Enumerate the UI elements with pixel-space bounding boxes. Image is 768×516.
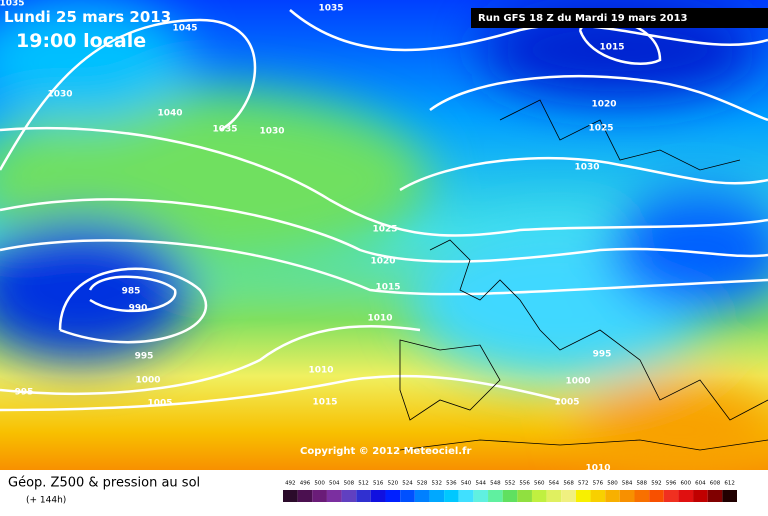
- isobar-label: 985: [122, 287, 141, 297]
- legend-subtitle: (+ 144h): [26, 496, 66, 506]
- scale-swatch: [370, 490, 386, 502]
- scale-swatch: [502, 490, 518, 502]
- scale-label: 516: [373, 481, 384, 487]
- isobar-label: 1045: [172, 24, 197, 34]
- scale-label: 524: [402, 481, 413, 487]
- copyright: Copyright © 2012 Meteociel.fr: [300, 446, 471, 457]
- scale-label: 520: [388, 481, 399, 487]
- scale-label: 512: [358, 481, 369, 487]
- scale-label: 536: [446, 481, 457, 487]
- scale-label: 576: [593, 481, 604, 487]
- scale-swatch: [297, 490, 313, 502]
- scale-label: 496: [300, 481, 311, 487]
- map-area: [0, 0, 768, 470]
- isobar-label: 1000: [565, 377, 590, 387]
- isobar-label: 1010: [585, 464, 610, 474]
- scale-label: 544: [475, 481, 486, 487]
- scale-label: 584: [622, 481, 633, 487]
- isobar-label: 1015: [312, 398, 337, 408]
- scale-swatch: [575, 490, 591, 502]
- isobar-label: 1035: [0, 0, 25, 9]
- scale-label: 596: [666, 481, 677, 487]
- scale-swatch: [326, 490, 342, 502]
- scale-label: 548: [490, 481, 501, 487]
- scale-label: 608: [710, 481, 721, 487]
- scale-label: 568: [563, 481, 574, 487]
- scale-label: 580: [607, 481, 618, 487]
- isobar-label: 1035: [318, 4, 343, 14]
- scale-swatch: [385, 490, 401, 502]
- isobar-label: 1030: [574, 163, 599, 173]
- scale-swatch: [663, 490, 679, 502]
- scale-swatch: [605, 490, 620, 502]
- scale-label: 604: [695, 481, 706, 487]
- scale-label: 528: [417, 481, 428, 487]
- scale-swatch: [619, 490, 635, 502]
- scale-swatch: [561, 490, 576, 502]
- scale-label: 592: [651, 481, 662, 487]
- isobars: [0, 9, 768, 412]
- scale-swatch: [356, 490, 371, 502]
- isobar-label: 1010: [367, 314, 392, 324]
- isobar-label: 1005: [147, 399, 172, 409]
- scale-label: 540: [461, 481, 472, 487]
- scale-swatch: [283, 490, 298, 502]
- coastlines: [399, 99, 768, 451]
- scale-swatch: [444, 490, 459, 502]
- scale-swatch: [678, 490, 694, 502]
- isobar-label: 1005: [554, 398, 579, 408]
- scale-label: 556: [519, 481, 530, 487]
- date: Lundi 25 mars 2013: [4, 8, 171, 26]
- scale-swatch: [429, 490, 445, 502]
- isobar-label: 1030: [47, 90, 72, 100]
- isobar-label: 1000: [135, 376, 160, 386]
- scale-swatch: [693, 490, 708, 502]
- scale-label: 560: [534, 481, 545, 487]
- scale-swatch: [414, 490, 430, 502]
- scale-label: 612: [724, 481, 735, 487]
- isobar-label: 995: [593, 350, 612, 360]
- isobar-label: 995: [135, 352, 154, 362]
- legend-title: Géop. Z500 & pression au sol: [8, 476, 200, 491]
- scale-label: 508: [344, 481, 355, 487]
- scale-swatch: [473, 490, 489, 502]
- isobar-label: 1015: [599, 43, 624, 53]
- isobar-label: 1025: [372, 225, 397, 235]
- isobar-label: 1030: [259, 127, 284, 137]
- scale-swatch: [531, 490, 547, 502]
- isobar-label: 1020: [591, 100, 616, 110]
- scale-label: 532: [432, 481, 443, 487]
- scale-label: 552: [505, 481, 516, 487]
- run-info: Run GFS 18 Z du Mardi 19 mars 2013: [478, 13, 688, 24]
- isobar-label: 1010: [308, 366, 333, 376]
- scale-swatch: [546, 490, 562, 502]
- isobar-label: 1040: [157, 109, 182, 119]
- scale-swatch: [400, 490, 415, 502]
- scale-swatch: [722, 490, 737, 502]
- isobar-label: 1035: [212, 125, 237, 135]
- scale-swatch: [707, 490, 723, 502]
- isobar-label: 1020: [370, 257, 395, 267]
- scale-swatch: [312, 490, 327, 502]
- scale-label: 572: [578, 481, 589, 487]
- scale-label: 564: [549, 481, 560, 487]
- isobar-label: 995: [15, 388, 34, 398]
- scale-label: 492: [285, 481, 296, 487]
- scale-swatch: [488, 490, 503, 502]
- isobar-label: 1015: [375, 283, 400, 293]
- time: 19:00 locale: [16, 30, 146, 52]
- scale-label: 588: [637, 481, 648, 487]
- isobar-label: 990: [129, 304, 148, 314]
- scale-swatch: [634, 490, 650, 502]
- scale-label: 504: [329, 481, 340, 487]
- scale-label: 500: [314, 481, 325, 487]
- scale-swatch: [590, 490, 606, 502]
- scale-label: 600: [680, 481, 691, 487]
- scale-swatch: [341, 490, 357, 502]
- scale-swatch: [517, 490, 532, 502]
- scale-swatch: [649, 490, 664, 502]
- isobar-label: 1025: [588, 124, 613, 134]
- scale-swatch: [458, 490, 474, 502]
